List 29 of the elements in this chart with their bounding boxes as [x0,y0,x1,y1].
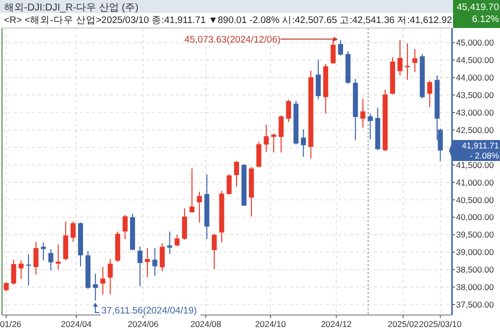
y-tick-label: 43,500.00 [456,90,494,100]
chart-subtitle: <R> <해외-다우 산업>2025/03/10 종:41,911.71 ▼890.01 -2.08% 시:42,507.65 고:42,541.36 저:41,612.92 [4,15,452,26]
y-tick-label: 40,000.00 [456,212,494,222]
y-tick-label: 38,000.00 [456,282,494,292]
annotation: 37,611.56(2024/04/19) [101,306,197,317]
annotation: 41,911.71 - 2.08% [462,140,500,160]
x-tick-label: 2024/06 [128,319,159,329]
y-tick-label: 45,000.00 [456,38,494,48]
x-tick-label: 2025/03/10 [419,319,462,329]
x-tick-label: 2024/04 [60,319,92,329]
y-tick-label: 40,500.00 [456,194,494,205]
text: 45,419.70 6.12% [456,2,500,25]
chart-title: 해외-DJI:DJI_R-다우 산업 (주) [4,2,138,14]
y-tick-label: 43,000.00 [456,107,494,118]
y-tick-label: 41,000.00 [456,177,494,188]
x-tick-label: 2024/12 [320,319,352,329]
y-tick-label: 39,000.00 [456,247,494,258]
y-tick-label: 44,000.00 [456,72,494,83]
x-tick-label: 01/26 [0,319,22,329]
y-tick-label: 39,500.00 [456,230,494,240]
y-tick-label: 44,500.00 [456,55,494,66]
x-tick-label: 2024/10 [255,319,286,329]
y-tick-label: 38,500.00 [456,264,494,275]
annotation: 45,073.63(2024/12/06) [184,34,281,46]
x-tick-label: 2025/02 [388,319,419,329]
x-tick-label: 2024/08 [190,319,222,329]
y-tick-label: 37,500.00 [456,300,494,310]
y-tick-label: 41,500.00 [456,160,494,170]
y-tick-label: 42,500.00 [456,124,494,135]
